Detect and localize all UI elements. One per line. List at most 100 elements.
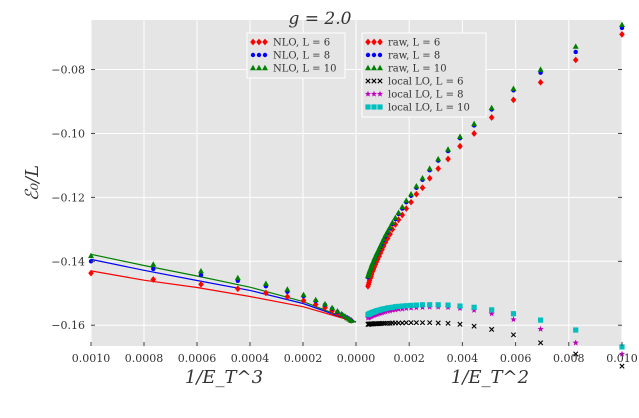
data-point	[488, 104, 495, 111]
data-point	[619, 363, 625, 369]
data-point	[375, 255, 381, 263]
right-x-tick-labels: 0.002 0.004 0.006 0.008 0.010	[393, 352, 637, 365]
data-point	[457, 321, 463, 327]
data-point	[413, 302, 419, 308]
x-tick-label: 0.010	[606, 352, 638, 365]
left-x-tick-labels: 0.0010 0.0008 0.0006 0.0004 0.0002 0.0000	[72, 352, 376, 365]
legend-marker	[256, 64, 262, 71]
data-point	[88, 252, 94, 259]
data-point	[457, 142, 463, 150]
legend-marker	[371, 78, 377, 84]
chart-title: g = 2.0	[289, 9, 352, 29]
data-point	[403, 197, 410, 203]
data-point	[573, 351, 579, 357]
data-point	[329, 304, 336, 311]
data-point	[151, 266, 156, 272]
left-legend: NLO, L = 6 NLO, L = 8 NLO, L = 10	[246, 32, 346, 79]
legend-marker	[365, 38, 371, 46]
x-tick-label: 0.0004	[231, 352, 270, 365]
data-point	[392, 214, 399, 221]
data-point	[413, 190, 420, 198]
data-point	[395, 209, 402, 215]
data-point	[399, 203, 406, 210]
x-tick-label: 0.0006	[178, 352, 217, 365]
data-point	[395, 216, 402, 224]
legend-marker	[262, 64, 268, 71]
data-point	[284, 293, 291, 301]
data-point	[329, 307, 335, 315]
data-point	[488, 310, 495, 317]
x-tick-label: 0.004	[447, 352, 479, 365]
data-point	[369, 268, 376, 275]
y-tick-label: −0.14	[51, 255, 85, 268]
legend-box	[361, 32, 487, 118]
legend-label: local LO, L = 10	[388, 103, 470, 114]
legend-marker	[256, 38, 262, 46]
data-point	[419, 302, 426, 308]
data-point	[413, 320, 419, 326]
x-tick-label: 0.0002	[284, 352, 323, 365]
legend-marker	[377, 52, 383, 58]
data-point	[364, 314, 372, 321]
y-tick-label: −0.16	[51, 319, 85, 332]
data-point	[399, 303, 405, 309]
data-point	[426, 174, 433, 182]
legend-marker	[377, 78, 383, 84]
data-point	[300, 291, 307, 298]
data-point	[435, 320, 441, 326]
legend-label: NLO, L = 6	[273, 38, 330, 49]
data-point	[150, 276, 157, 283]
data-point	[471, 130, 477, 137]
legend-box	[246, 32, 346, 79]
data-point	[618, 350, 626, 357]
data-point	[435, 165, 441, 172]
data-point	[457, 133, 464, 139]
data-point	[537, 78, 544, 86]
data-point	[537, 325, 544, 332]
data-point	[387, 230, 393, 238]
data-point	[392, 304, 398, 310]
data-point	[300, 297, 307, 304]
fit-curve	[90, 253, 357, 323]
data-point	[150, 261, 157, 267]
data-point	[445, 320, 451, 326]
legend-marker	[377, 38, 383, 46]
legend-marker	[250, 64, 256, 71]
data-point	[419, 184, 426, 192]
data-point	[262, 280, 269, 286]
legend-marker	[250, 38, 256, 46]
data-point	[384, 234, 391, 242]
data-point	[573, 49, 578, 55]
data-point	[334, 307, 341, 314]
data-point	[419, 320, 426, 326]
legend-marker	[365, 104, 371, 110]
data-point	[510, 85, 517, 91]
data-point	[457, 303, 463, 309]
data-point	[408, 190, 415, 197]
right-legend: raw, L = 6 raw, L = 8 raw, L = 10 local LO,…	[361, 32, 487, 118]
left-data-points	[88, 252, 355, 324]
y-tick-label: −0.12	[51, 191, 85, 204]
data-point	[365, 321, 371, 327]
y-tick-labels: −0.08 −0.10 −0.12 −0.14 −0.16	[51, 64, 85, 333]
data-point	[234, 274, 241, 281]
x-tick-label: 0.002	[393, 352, 425, 365]
legend-marker	[250, 52, 256, 58]
legend-label: NLO, L = 8	[273, 51, 330, 62]
legend-label: raw, L = 6	[388, 38, 440, 49]
data-point	[427, 320, 433, 326]
left-x-axis-label: 1/E_T^3	[185, 367, 263, 388]
legend-marker	[370, 90, 378, 97]
legend-marker	[364, 90, 372, 97]
data-point	[538, 340, 544, 346]
data-point	[399, 211, 406, 219]
left-panel-grid	[90, 20, 357, 346]
legend-marker	[376, 90, 384, 97]
data-point	[392, 306, 399, 313]
data-point	[408, 198, 414, 206]
data-point	[619, 21, 625, 27]
left-fit-curves	[90, 253, 357, 323]
data-point	[538, 317, 544, 323]
data-point	[572, 56, 579, 64]
